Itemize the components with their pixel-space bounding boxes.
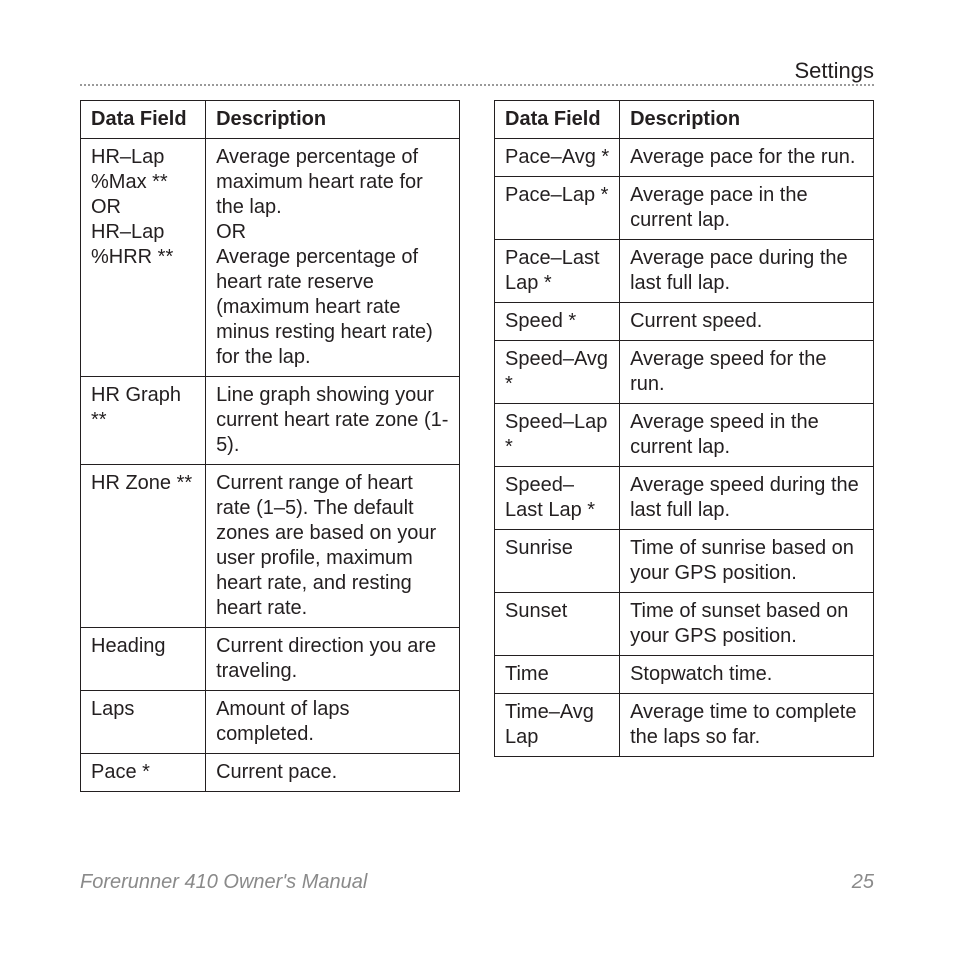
cell-field: Sunset (495, 593, 620, 656)
col-header-field: Data Field (81, 101, 206, 139)
cell-desc: Average time to complete the laps so far… (620, 694, 874, 757)
cell-field: Pace–Avg * (495, 139, 620, 177)
col-header-field: Data Field (495, 101, 620, 139)
cell-field: Time (495, 656, 620, 694)
table-row: Time Stopwatch time. (495, 656, 874, 694)
table-row: HR–Lap %Max ** OR HR–Lap %HRR ** Average… (81, 139, 460, 377)
cell-field: Speed–Avg * (495, 341, 620, 404)
table-row: Sunset Time of sunset based on your GPS … (495, 593, 874, 656)
header-rule (80, 84, 874, 86)
cell-field: Pace–Last Lap * (495, 240, 620, 303)
cell-desc: Time of sunrise based on your GPS positi… (620, 530, 874, 593)
table-row: HR Zone ** Current range of heart rate (… (81, 465, 460, 628)
cell-desc: Average speed during the last full lap. (620, 467, 874, 530)
cell-desc: Average pace in the current lap. (620, 177, 874, 240)
cell-field: Heading (81, 628, 206, 691)
left-column: Data Field Description HR–Lap %Max ** OR… (80, 100, 460, 792)
cell-field: Time–Avg Lap (495, 694, 620, 757)
cell-field: Speed * (495, 303, 620, 341)
table-row: Speed–Last Lap * Average speed during th… (495, 467, 874, 530)
cell-desc: Average percentage of maximum heart rate… (206, 139, 460, 377)
section-title: Settings (795, 58, 875, 84)
cell-desc: Time of sunset based on your GPS positio… (620, 593, 874, 656)
page-footer: Forerunner 410 Owner's Manual 25 (80, 871, 874, 894)
cell-desc: Average pace for the run. (620, 139, 874, 177)
table-row: Pace * Current pace. (81, 754, 460, 792)
right-column: Data Field Description Pace–Avg * Averag… (494, 100, 874, 792)
cell-desc: Average speed in the current lap. (620, 404, 874, 467)
cell-field: Pace–Lap * (495, 177, 620, 240)
cell-desc: Current pace. (206, 754, 460, 792)
table-row: Pace–Lap * Average pace in the current l… (495, 177, 874, 240)
table-row: Laps Amount of laps completed. (81, 691, 460, 754)
cell-desc: Current speed. (620, 303, 874, 341)
cell-desc: Average pace during the last full lap. (620, 240, 874, 303)
cell-desc: Line graph showing your current heart ra… (206, 377, 460, 465)
col-header-desc: Description (620, 101, 874, 139)
cell-field: Sunrise (495, 530, 620, 593)
cell-field: HR Zone ** (81, 465, 206, 628)
table-row: Speed–Avg * Average speed for the run. (495, 341, 874, 404)
footer-page-number: 25 (852, 871, 874, 894)
cell-field: Speed–Last Lap * (495, 467, 620, 530)
cell-field: HR Graph ** (81, 377, 206, 465)
cell-desc: Stopwatch time. (620, 656, 874, 694)
cell-desc: Average speed for the run. (620, 341, 874, 404)
footer-manual-title: Forerunner 410 Owner's Manual (80, 871, 367, 894)
table-header-row: Data Field Description (81, 101, 460, 139)
table-row: Heading Current direction you are travel… (81, 628, 460, 691)
table-row: Speed * Current speed. (495, 303, 874, 341)
table-row: Time–Avg Lap Average time to complete th… (495, 694, 874, 757)
page: Settings Data Field Description HR–Lap %… (0, 0, 954, 954)
columns-container: Data Field Description HR–Lap %Max ** OR… (80, 100, 874, 792)
table-row: Pace–Avg * Average pace for the run. (495, 139, 874, 177)
table-row: Speed–Lap * Average speed in the current… (495, 404, 874, 467)
cell-desc: Current direction you are traveling. (206, 628, 460, 691)
right-table: Data Field Description Pace–Avg * Averag… (494, 100, 874, 757)
cell-field: Laps (81, 691, 206, 754)
left-table: Data Field Description HR–Lap %Max ** OR… (80, 100, 460, 792)
cell-field: Pace * (81, 754, 206, 792)
table-row: HR Graph ** Line graph showing your curr… (81, 377, 460, 465)
table-row: Pace–Last Lap * Average pace during the … (495, 240, 874, 303)
table-row: Sunrise Time of sunrise based on your GP… (495, 530, 874, 593)
cell-desc: Current range of heart rate (1–5). The d… (206, 465, 460, 628)
cell-field: HR–Lap %Max ** OR HR–Lap %HRR ** (81, 139, 206, 377)
table-header-row: Data Field Description (495, 101, 874, 139)
col-header-desc: Description (206, 101, 460, 139)
cell-desc: Amount of laps completed. (206, 691, 460, 754)
cell-field: Speed–Lap * (495, 404, 620, 467)
